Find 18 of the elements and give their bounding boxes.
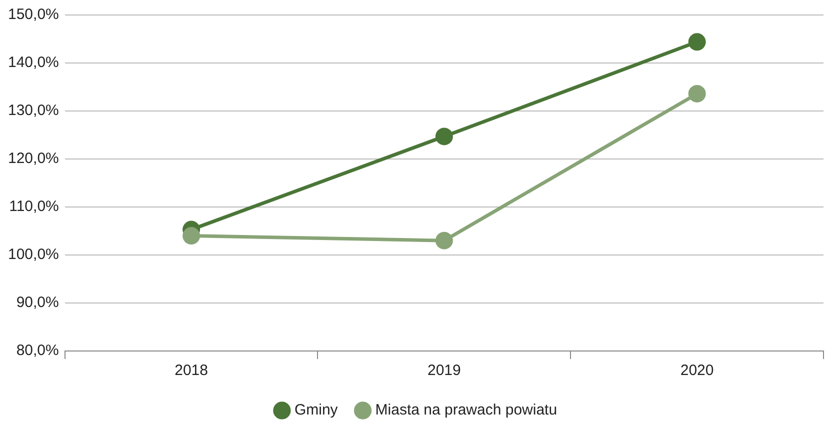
point <box>435 232 453 250</box>
y-tick-label: 110,0% <box>9 198 59 216</box>
point <box>182 227 200 245</box>
legend-label: Miasta na prawach powiatu <box>375 402 558 419</box>
point <box>688 33 706 51</box>
point <box>688 84 706 102</box>
legend-label: Gminy <box>294 402 338 419</box>
y-tick-label: 90,0% <box>16 294 59 312</box>
y-tick-label: 100,0% <box>8 246 59 264</box>
y-tick-label: 80,0% <box>16 342 59 360</box>
y-tick-label: 120,0% <box>8 150 59 168</box>
x-tick-label: 2020 <box>680 362 714 380</box>
y-tick-label: 150,0% <box>8 6 59 24</box>
x-tick-label: 2019 <box>428 362 461 380</box>
x-tick-label: 2018 <box>174 362 208 380</box>
point <box>435 128 453 146</box>
y-tick-label: 140,0% <box>8 54 59 72</box>
y-tick-label: 130,0% <box>8 102 59 120</box>
